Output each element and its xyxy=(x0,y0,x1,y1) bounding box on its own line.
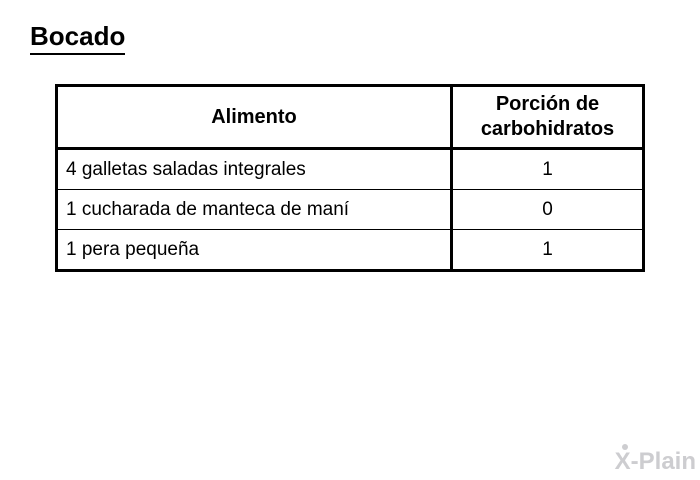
table-header-row: Alimento Porción de carbohidratos xyxy=(56,85,644,150)
table-row: 1 pera pequeña 1 xyxy=(56,229,644,271)
cell-alimento: 4 galletas saladas integrales xyxy=(56,148,453,190)
cell-alimento: 1 cucharada de manteca de maní xyxy=(56,189,453,230)
table-row: 1 cucharada de manteca de maní 0 xyxy=(56,189,644,230)
table-row: 4 galletas saladas integrales 1 xyxy=(56,148,644,190)
cell-alimento: 1 pera pequeña xyxy=(56,229,453,271)
column-header-porcion: Porción de carbohidratos xyxy=(451,85,644,150)
cell-porcion: 1 xyxy=(451,148,644,190)
xplain-logo-watermark: X-Plain xyxy=(614,444,696,475)
page-title: Bocado xyxy=(30,22,126,55)
cell-porcion: 0 xyxy=(451,189,644,230)
xplain-brand-text: X-Plain xyxy=(614,448,696,475)
column-header-alimento: Alimento xyxy=(56,85,453,150)
carbohydrate-portions-table: Alimento Porción de carbohidratos 4 gall… xyxy=(55,84,645,272)
cell-porcion: 1 xyxy=(451,229,644,271)
xplain-figure-head-dot xyxy=(621,444,628,450)
